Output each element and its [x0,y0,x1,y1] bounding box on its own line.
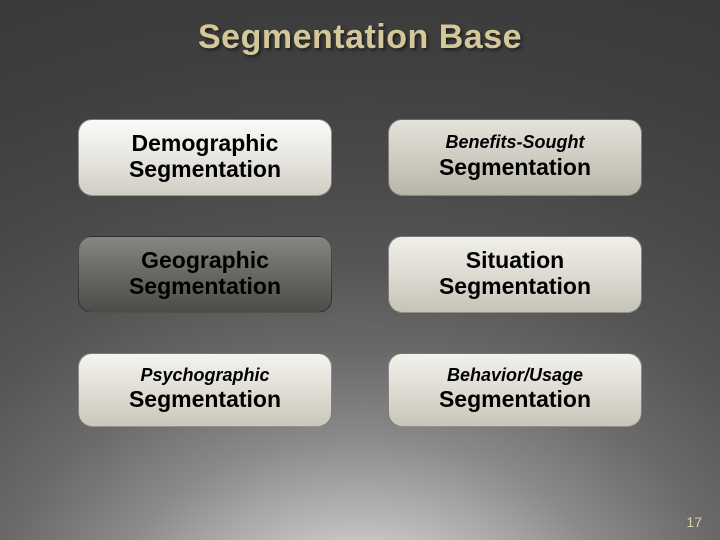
box-line1: Geographic [91,247,319,273]
box-benefits-sought: Benefits-Sought Segmentation [388,119,642,196]
page-number: 17 [686,514,702,530]
slide-title: Segmentation Base [60,18,660,57]
box-line1: Demographic [91,130,319,156]
slide-container: Segmentation Base Demographic Segmentati… [0,0,720,540]
box-psychographic: Psychographic Segmentation [78,353,332,427]
box-line1: Situation [401,247,629,273]
box-behavior-usage: Behavior/Usage Segmentation [388,353,642,427]
box-situation: Situation Segmentation [388,236,642,313]
box-line1: Benefits-Sought [401,132,629,154]
box-line1: Psychographic [91,365,319,387]
boxes-grid: Demographic Segmentation Benefits-Sought… [60,119,660,427]
box-line2: Segmentation [401,386,629,412]
box-line2: Segmentation [91,273,319,299]
box-line2: Segmentation [91,156,319,182]
box-line1: Behavior/Usage [401,365,629,387]
box-line2: Segmentation [401,273,629,299]
box-demographic: Demographic Segmentation [78,119,332,196]
box-geographic: Geographic Segmentation [78,236,332,313]
box-line2: Segmentation [91,386,319,412]
box-line2: Segmentation [401,154,629,180]
